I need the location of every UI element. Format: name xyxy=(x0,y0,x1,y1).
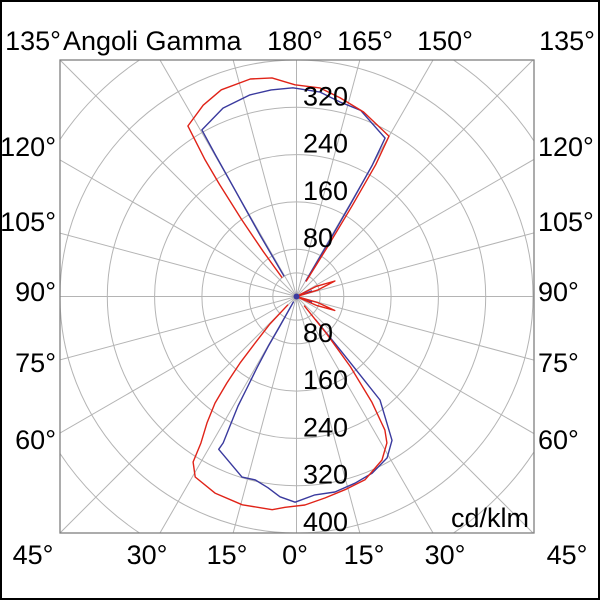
grid-spoke-255 xyxy=(60,232,297,297)
gamma-label-bottom-3: 0° xyxy=(282,540,308,570)
ring-label-upper-80: 80 xyxy=(303,223,333,253)
gamma-label-right-4: 60° xyxy=(538,425,579,455)
ring-label-upper-240: 240 xyxy=(303,129,348,159)
ring-label-lower-160: 160 xyxy=(303,365,348,395)
ring-label-upper-320: 320 xyxy=(303,81,348,111)
ring-label-upper-160: 160 xyxy=(303,176,348,206)
grid-spoke-210 xyxy=(159,60,297,297)
grid-spoke-60 xyxy=(296,296,534,435)
grid-spoke-45 xyxy=(296,296,534,533)
curve-plane-C0-C180-lobe0 xyxy=(187,77,390,282)
ring-label-lower-320: 320 xyxy=(303,460,348,490)
grid-spoke-30 xyxy=(296,296,434,533)
gamma-label-top-1: 180° xyxy=(267,26,323,56)
curves-layer xyxy=(187,77,393,511)
ring-label-lower-80: 80 xyxy=(303,318,333,348)
ring-label-lower-400: 400 xyxy=(303,507,348,537)
grid-spoke-75 xyxy=(296,296,534,361)
plot-border xyxy=(59,59,535,534)
grid-spoke-120 xyxy=(296,158,534,297)
gamma-label-bottom-1: 30° xyxy=(127,540,168,570)
gamma-label-right-3: 75° xyxy=(538,348,579,378)
curve-plane-C0-C180-lobe1 xyxy=(192,304,388,511)
ring-label-lower-240: 240 xyxy=(303,412,348,442)
curve-origin-knot xyxy=(293,293,300,300)
labels-layer: Angoli Gamma cd/klm 320 240 160 80 80 160 240 3… xyxy=(0,26,595,570)
gamma-label-top-0: 135° xyxy=(5,26,61,56)
gamma-label-right-0: 120° xyxy=(538,132,594,162)
gamma-label-left-0: 120° xyxy=(0,132,56,162)
gamma-label-left-2: 90° xyxy=(15,277,56,307)
gamma-label-bottom-2: 15° xyxy=(207,540,248,570)
curve-plane-C90-C270-lobe0 xyxy=(201,87,386,282)
grid-spoke-285 xyxy=(60,296,297,361)
gamma-label-top-3: 150° xyxy=(417,26,473,56)
unit-label: cd/klm xyxy=(451,503,529,533)
grid-spoke-225 xyxy=(60,60,297,297)
gamma-label-left-3: 75° xyxy=(15,348,56,378)
gamma-label-bottom-5: 30° xyxy=(425,540,466,570)
grid-spoke-165 xyxy=(296,60,361,297)
chart-title: Angoli Gamma xyxy=(63,26,243,56)
grid-spoke-345 xyxy=(232,296,297,533)
curve-plane-C0-C180-lobe2 xyxy=(297,296,336,312)
gamma-label-bottom-4: 15° xyxy=(344,540,385,570)
grid-spoke-315 xyxy=(60,296,297,533)
gamma-label-bottom-0: 45° xyxy=(13,540,54,570)
gamma-label-bottom-6: 45° xyxy=(547,540,588,570)
gamma-label-right-1: 105° xyxy=(538,207,594,237)
grid-spoke-135 xyxy=(296,60,534,297)
curve-plane-C90-C270-lobe1 xyxy=(218,301,393,503)
grid-spoke-300 xyxy=(60,296,297,434)
grid-spoke-240 xyxy=(60,159,297,297)
gamma-label-left-4: 60° xyxy=(15,425,56,455)
gamma-label-right-2: 90° xyxy=(538,277,579,307)
gamma-label-top-2: 165° xyxy=(337,26,393,56)
gamma-label-top-4: 135° xyxy=(539,26,595,56)
grid-spoke-15 xyxy=(296,296,361,533)
gamma-label-left-1: 105° xyxy=(0,207,56,237)
grid-spoke-195 xyxy=(232,60,297,297)
curve-plane-C0-C180-lobe3 xyxy=(297,280,336,297)
grid-spoke-105 xyxy=(296,232,534,297)
